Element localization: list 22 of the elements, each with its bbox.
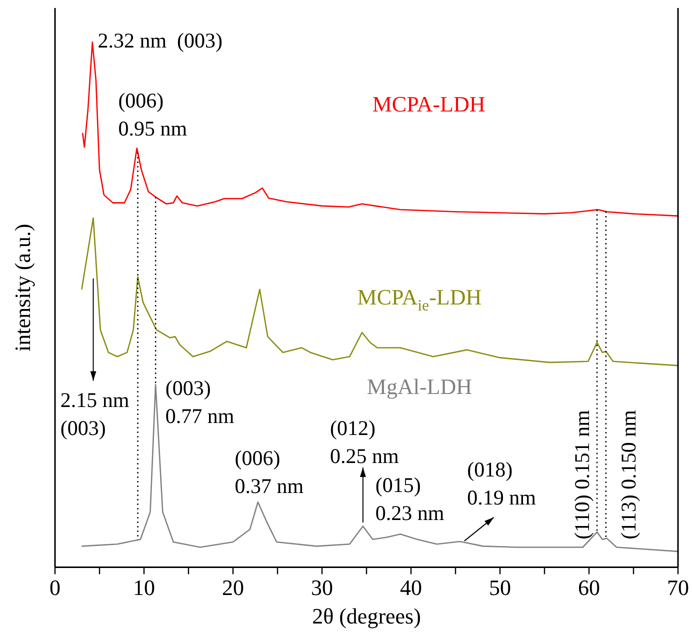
text: MgAl-LDH	[366, 374, 472, 400]
annotation: (012) 0.25 nm	[330, 416, 399, 468]
text: MCPA-LDH	[372, 92, 486, 117]
x-tick-label: 20	[222, 575, 244, 600]
x-tick-label: 0	[50, 575, 60, 600]
annotation: (113) 0.150 nm	[616, 410, 640, 540]
x-tick-label: 60	[578, 575, 600, 600]
x-tick-label: 40	[400, 575, 422, 600]
annotation: (006) 0.95 nm	[118, 88, 188, 141]
x-axis-title: 2θ (degrees)	[312, 604, 421, 629]
x-tick-label: 30	[311, 575, 333, 600]
x-tick-label: 10	[133, 575, 155, 600]
x-tick-label: 70	[667, 575, 689, 600]
annotation: (006) 0.37 nm	[234, 446, 304, 498]
x-tick-label: 50	[489, 575, 511, 600]
y-axis-title: intensity (a.u.)	[10, 224, 35, 352]
annotation: (015) 0.23 nm	[375, 472, 444, 525]
annotation: 2.15 nm (003)	[60, 388, 130, 440]
annotation: (018) 0.19 nm	[467, 458, 536, 510]
annotation: (003) 0.77 nm	[165, 376, 234, 428]
annotation: 2.32 nm (003)	[98, 28, 223, 53]
annotation: (110) 0.151 nm	[570, 410, 594, 540]
